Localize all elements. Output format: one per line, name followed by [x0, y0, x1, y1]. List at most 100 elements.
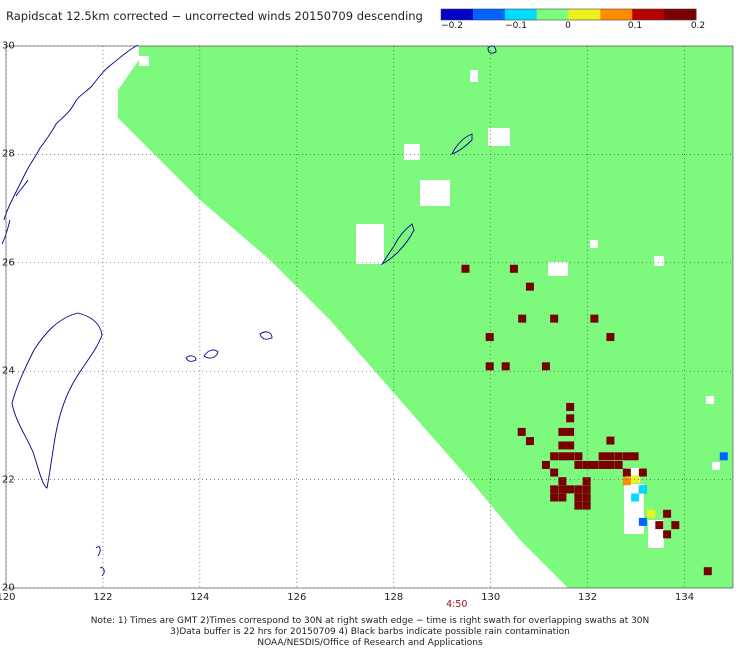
wind-diff-cell-high — [574, 501, 583, 510]
wind-difference-cells — [461, 264, 728, 576]
wind-diff-cell-high — [550, 452, 559, 461]
wind-diff-cell-high — [622, 452, 631, 461]
no-data-gap — [404, 144, 420, 160]
china-coast — [1, 44, 139, 245]
colorbar-segment — [536, 9, 569, 20]
wind-diff-cell-high — [558, 441, 567, 450]
colorbar-tick-label: 0 — [565, 21, 571, 31]
wind-diff-cell-high — [630, 452, 639, 461]
wind-diff-cell-high — [655, 521, 664, 530]
wind-diff-cell-high — [622, 468, 631, 477]
wind-diff-cell-high — [566, 485, 575, 494]
okinawa-coast — [380, 223, 415, 266]
colorbar-tick-label: −0.2 — [441, 21, 463, 31]
colorbar-tick-label: 0.2 — [690, 21, 706, 31]
no-data-gap — [470, 70, 478, 82]
wind-diff-cell-high — [541, 362, 550, 371]
latitude-tick-label: 20 — [2, 582, 15, 594]
note-line-1: Note: 1) Times are GMT 2)Times correspon… — [90, 616, 650, 626]
yaeyama-coast — [185, 349, 219, 362]
wind-diff-cell-high — [550, 468, 559, 477]
wind-diff-cell-high — [606, 436, 615, 445]
no-data-gap — [590, 240, 598, 248]
wind-diff-cell — [647, 509, 656, 518]
wind-diff-cell-high — [614, 460, 623, 469]
amami-coast — [451, 133, 473, 155]
note-line-2: 3)Data buffer is 22 hrs for 20150709 4) … — [170, 627, 570, 637]
wind-diff-cell-high — [574, 485, 583, 494]
colorbar — [440, 8, 697, 21]
notes-block: Note: 1) Times are GMT 2)Times correspon… — [0, 616, 740, 649]
latitude-tick-label: 22 — [2, 474, 15, 486]
wind-diff-cell-high — [518, 314, 527, 323]
wind-diff-cell-high — [517, 427, 526, 436]
wind-diff-cell-high — [582, 501, 591, 510]
map-title: Rapidscat 12.5km corrected − uncorrected… — [6, 9, 423, 23]
wind-diff-cell-high — [582, 485, 591, 494]
wind-diff-cell — [631, 493, 640, 502]
taiwan-coast — [11, 312, 103, 489]
wind-diff-cell-high — [590, 314, 599, 323]
wind-diff-cell-high — [663, 530, 672, 539]
note-line-3: NOAA/NESDIS/Office of Research and Appli… — [257, 638, 483, 648]
wind-diff-cell-high — [558, 452, 567, 461]
wind-diff-cell — [622, 477, 631, 486]
latitude-tick-label: 28 — [2, 148, 15, 160]
wind-diff-cell-high — [606, 452, 615, 461]
wind-diff-cell-high — [550, 314, 559, 323]
colorbar-segment — [568, 9, 601, 20]
wind-diff-cell-high — [663, 509, 672, 518]
colorbar-segment — [632, 9, 665, 20]
no-data-gap — [420, 180, 450, 206]
wind-diff-cell-high — [590, 460, 599, 469]
colorbar-segment — [472, 9, 506, 20]
longitude-tick-label: 122 — [93, 592, 113, 603]
wind-diff-cell-high — [598, 452, 607, 461]
wind-diff-cell-high — [461, 264, 470, 273]
wind-diff-cell-high — [501, 362, 510, 371]
wind-diff-cell-high — [550, 493, 559, 502]
wind-diff-cell-high — [574, 460, 583, 469]
colorbar-segment — [664, 9, 697, 20]
wind-diff-cell-high — [606, 333, 615, 342]
no-data-gap — [488, 128, 510, 146]
latitude-tick-label: 24 — [2, 365, 15, 377]
wind-diff-cell-high — [566, 452, 575, 461]
colorbar-segment — [600, 9, 633, 20]
longitude-tick-label: 134 — [674, 592, 695, 603]
wind-diff-cell-high — [574, 452, 583, 461]
wind-diff-cell-high — [525, 282, 534, 291]
colorbar-tick-label: −0.1 — [505, 21, 527, 31]
latitude-tick-label: 30 — [2, 40, 15, 52]
latitude-tick-label: 26 — [2, 257, 15, 269]
map-frame — [5, 45, 734, 589]
wind-diff-cell-high — [703, 567, 712, 576]
south-islet-coast — [95, 546, 105, 577]
wind-diff-cell-high — [574, 493, 583, 502]
wind-diff-cell-high — [582, 493, 591, 502]
longitude-tick-label: 130 — [481, 592, 501, 603]
wind-diff-cell — [719, 452, 728, 461]
colorbar-tick-label: 0.1 — [627, 21, 643, 31]
wind-diff-cell-high — [566, 427, 575, 436]
no-data-gap — [706, 396, 714, 404]
wind-diff-cell — [631, 475, 640, 484]
miyako-coast — [259, 331, 273, 340]
longitude-tick-label: 120 — [0, 592, 16, 603]
longitude-tick-label: 128 — [384, 592, 404, 603]
wind-diff-cell-high — [558, 485, 567, 494]
no-data-gap — [548, 262, 568, 276]
wind-diff-cell-high — [541, 460, 550, 469]
wind-diff-cell-high — [558, 427, 567, 436]
wind-diff-cell-high — [509, 264, 518, 273]
longitude-tick-label: 132 — [578, 592, 598, 603]
wind-diff-cell-high — [598, 460, 607, 469]
wind-diff-cell-high — [525, 437, 534, 446]
wind-diff-cell-high — [558, 493, 567, 502]
wind-diff-cell-high — [485, 333, 494, 342]
no-data-gap — [654, 256, 664, 266]
no-data-gap — [356, 224, 384, 264]
colorbar-segment — [441, 9, 474, 20]
wind-diff-cell-high — [582, 460, 591, 469]
colorbar-segment — [504, 9, 538, 20]
